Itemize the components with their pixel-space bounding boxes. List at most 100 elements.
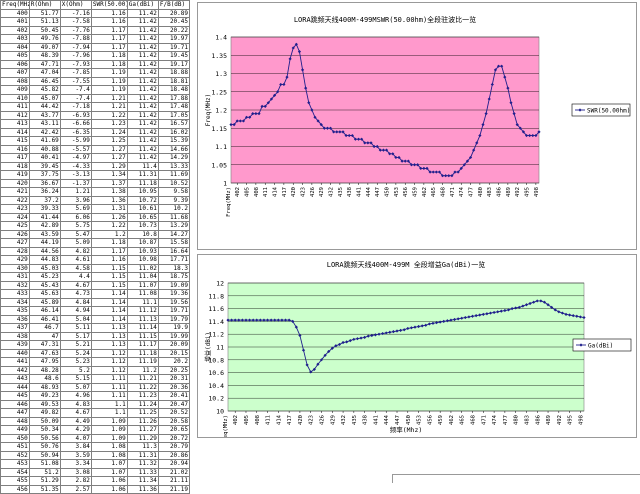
table-cell: 448 [0,416,30,426]
table-row: 442 48.28 5.2 1.12 11.2 20.25 [0,365,191,375]
data-point [272,93,277,97]
table-cell: 436 [0,314,30,324]
table-cell: 19.97 [157,34,191,44]
table-row: 405 48.39 -7.96 1.18 11.42 19.45 [0,51,191,61]
table-row: 450 50.56 4.07 1.09 11.29 20.72 [0,433,191,443]
table-cell: 455 [0,476,30,486]
table-cell: 10.95 [126,187,159,197]
table-cell: 11.12 [126,306,159,316]
table-cell: 1.21 [90,102,128,112]
table-cell: 5.23 [59,357,92,367]
table-cell: 412 [0,110,30,120]
y-tick-label: 1.25 [211,88,227,96]
x-tick-label: 432 [329,187,335,197]
data-point [307,101,311,105]
table-cell: -7.96 [59,51,92,61]
table-cell: 401 [0,17,30,27]
table-cell: 18.48 [157,85,191,95]
table-cell: -7.16 [59,8,92,18]
table-cell: 45.03 [28,263,61,273]
data-point [478,133,482,138]
table-cell: 45.43 [28,280,61,290]
data-point [434,170,438,174]
table-row: 420 36.67 -1.37 1.37 11.18 10.52 [0,178,191,188]
x-tick-label: 423 [309,415,315,425]
table-cell: 5.21 [59,340,92,350]
table-cell: 1.22 [90,110,128,120]
table-cell: 47.63 [28,348,61,358]
data-point [444,174,448,178]
table-cell: -6.66 [59,119,92,129]
x-tick-label: 462 [449,415,455,425]
x-axis-label: 频率(Mhz) [390,425,423,434]
table-row: 443 48.6 5.15 1.11 11.21 20.31 [0,374,191,384]
table-cell: 37.2 [28,195,61,205]
data-point [467,315,471,319]
table-cell: 11.4 [126,161,159,171]
table-row: 413 43.11 -6.66 1.23 11.42 16.57 [0,119,191,129]
table-cell: 45.23 [28,272,61,282]
table-cell: 1.09 [90,425,128,435]
table-cell: 47.31 [28,340,61,350]
table-cell: 47.04 [28,68,61,78]
table-cell: 11.68 [157,212,191,222]
data-point [472,148,476,152]
x-tick-label: 462 [422,187,428,197]
data-point [578,315,583,319]
table-cell: 6.06 [59,212,92,222]
table-cell: 9.58 [157,187,191,197]
table-cell: 420 [0,178,30,188]
table-cell: 450 [0,433,30,443]
y-tick-label: 1.15 [211,125,227,133]
data-point [449,318,453,322]
data-point [335,130,339,134]
table-cell: 40.88 [28,144,61,154]
data-point [537,130,541,134]
x-tick-label: 459 [438,415,444,425]
data-point [288,57,292,61]
x-tick-label: 426 [319,415,325,425]
table-cell: 447 [0,408,30,418]
table-cell: -5.57 [59,144,92,154]
table-cell: 11.24 [126,399,159,409]
table-cell: 452 [0,450,30,460]
x-tick-label: 450 [406,415,412,425]
data-point [524,303,529,307]
table-cell: 19.9 [157,323,191,333]
data-point [353,137,358,141]
table-cell: 47 [28,331,61,341]
table-cell: 11.42 [126,34,159,44]
table-cell: 1.08 [90,450,128,460]
table-row: 417 40.41 -4.97 1.27 11.42 14.29 [0,153,191,163]
table-cell: 1.15 [90,272,128,282]
table-cell: 1.2 [90,229,128,239]
table-cell: 50.76 [28,442,61,452]
y-tick-label: 11.2 [208,331,224,339]
data-point [409,163,414,167]
table-cell: 18.75 [157,272,191,282]
x-tick-label: 432 [341,415,347,425]
table-cell: 20.2 [157,357,191,367]
table-cell: 11.42 [126,17,159,27]
data-point [518,126,522,130]
table-cell: 20.25 [157,365,191,375]
table-cell: 406 [0,59,30,69]
table-cell: 434 [0,297,30,307]
table-cell: 44.56 [28,246,61,256]
table-cell: 4.07 [59,433,92,443]
data-point [395,329,399,333]
table-cell: 437 [0,323,30,333]
data-point [313,115,317,119]
table-cell: 44.83 [28,255,61,265]
legend-marker [579,343,583,347]
table-cell: 11.31 [126,450,159,460]
data-point [316,362,320,366]
table-cell: 1.24 [90,127,128,137]
x-tick-label: 435 [338,187,344,197]
data-point [484,112,488,116]
table-cell: 11.21 [126,374,159,384]
x-tick-label: 414 [273,186,279,197]
data-point [265,318,270,322]
data-point [474,314,478,318]
table-cell: 1.29 [90,161,128,171]
